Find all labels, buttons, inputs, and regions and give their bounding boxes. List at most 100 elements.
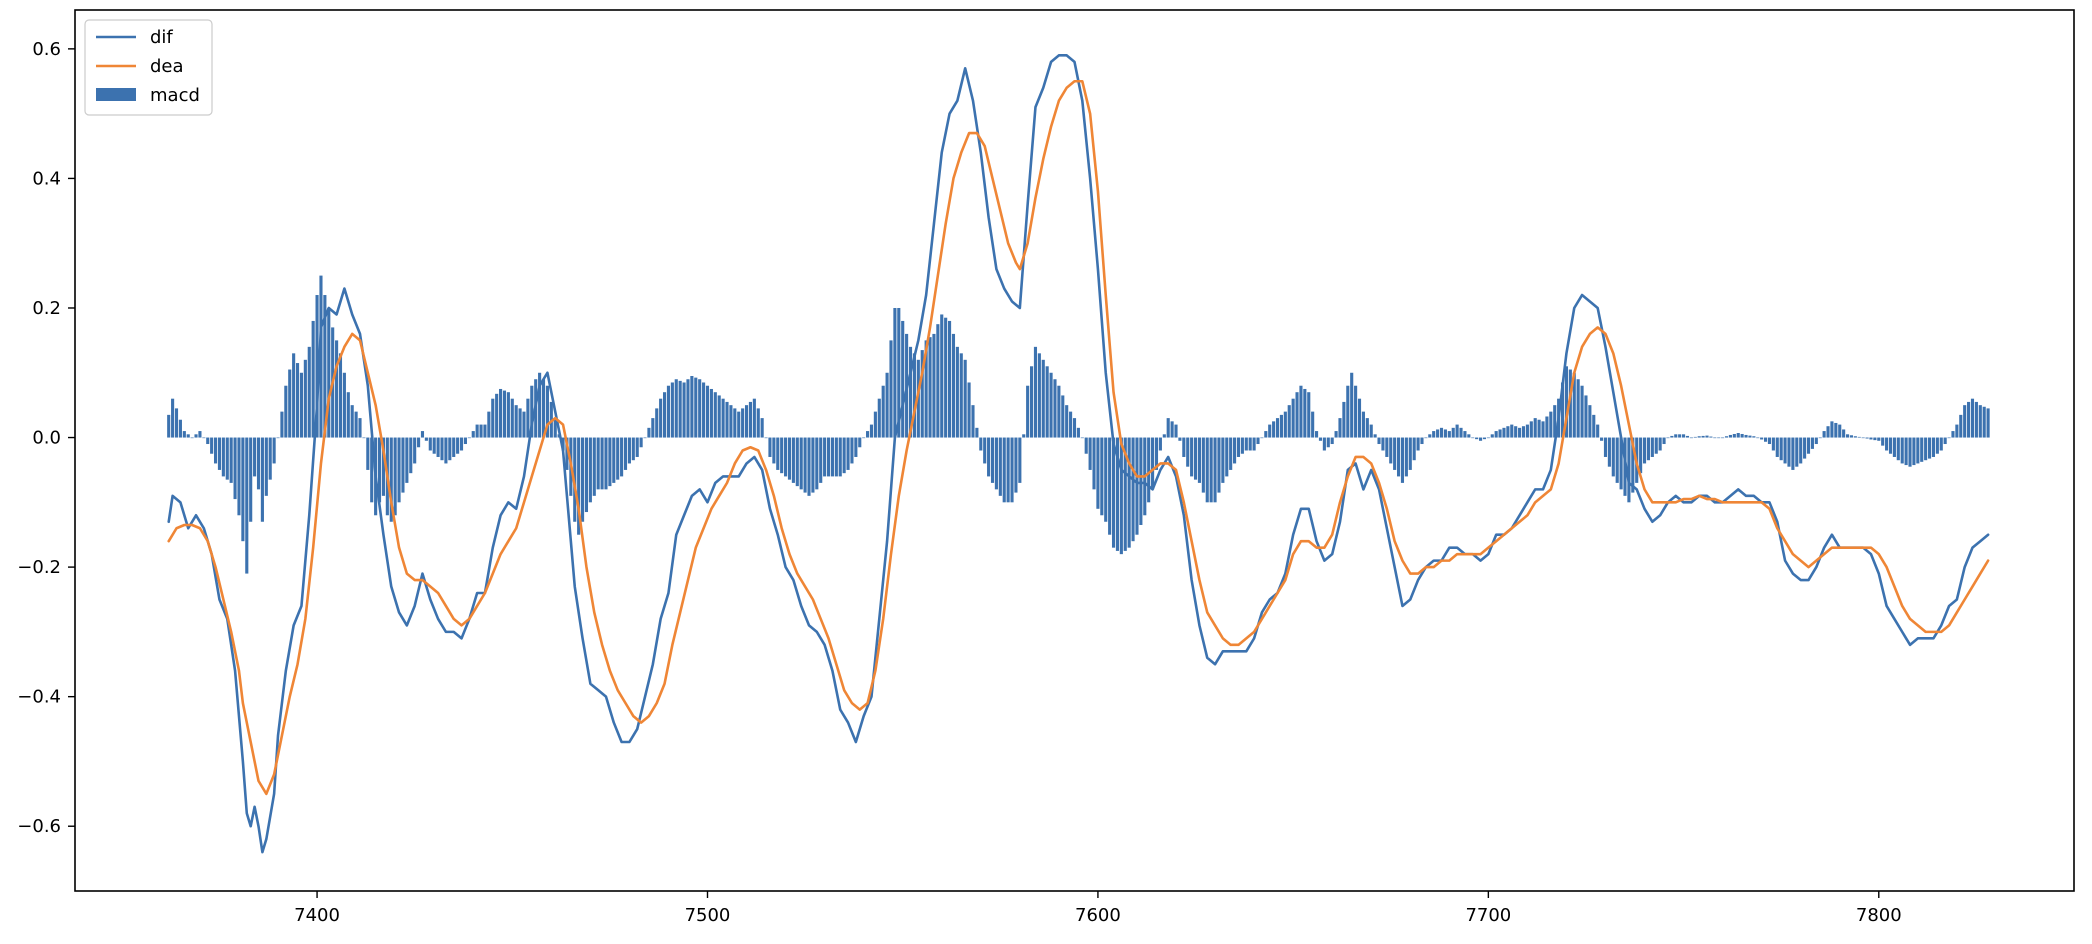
macd-bar [620, 437, 624, 477]
macd-bar [1490, 434, 1494, 438]
macd-bar [791, 437, 795, 483]
macd-bar [838, 437, 842, 477]
macd-bar [1834, 422, 1838, 438]
macd-bar [1838, 424, 1842, 438]
macd-bar [885, 372, 889, 438]
macd-bar [405, 437, 409, 483]
macd-bar [487, 411, 491, 438]
macd-bar [1084, 437, 1088, 454]
macd-bar [655, 408, 659, 438]
macd-bar [491, 398, 495, 438]
macd-bar [1592, 414, 1596, 438]
macd-bar [1326, 437, 1330, 448]
macd-bar [666, 385, 671, 438]
macd-bar [647, 427, 651, 438]
macd-bar [1748, 435, 1752, 438]
macd-bar [1127, 437, 1131, 548]
macd-bar [1787, 437, 1791, 467]
macd-bar [467, 437, 471, 439]
macd-bar [1393, 437, 1397, 470]
macd-bar [1654, 437, 1658, 454]
macd-bar [1619, 437, 1623, 490]
y-tick-label: −0.4 [17, 687, 61, 708]
macd-bar [756, 408, 760, 438]
macd-bar [1736, 433, 1740, 438]
macd-bar [1939, 437, 1943, 451]
macd-bar [979, 437, 983, 451]
x-tick-label: 7600 [1075, 905, 1121, 926]
macd-bar [1857, 436, 1861, 438]
macd-bar [784, 437, 788, 477]
macd-bar [639, 437, 643, 448]
macd-bar [1162, 434, 1166, 438]
macd-bar [897, 307, 901, 438]
macd-bar [436, 437, 440, 457]
macd-bar [1826, 426, 1830, 438]
macd-bar [499, 388, 503, 438]
macd-bar [1158, 437, 1162, 451]
macd-bar [1174, 424, 1178, 438]
macd-bar [221, 437, 225, 477]
macd-bar [1354, 385, 1358, 438]
macd-bar [1697, 436, 1701, 438]
macd-bar [803, 437, 807, 493]
macd-bar [307, 346, 311, 438]
macd-bar [1564, 366, 1568, 438]
macd-bar [1951, 431, 1955, 438]
macd-bar [1244, 437, 1248, 451]
macd-bar [350, 405, 354, 438]
macd-bar [1311, 411, 1315, 438]
macd-bar [1783, 437, 1787, 464]
macd-bar [311, 320, 315, 438]
macd-bar [1814, 437, 1818, 445]
macd-bar [245, 437, 249, 574]
macd-bar [709, 388, 713, 438]
macd-bar [545, 385, 549, 438]
macd-bar [1916, 437, 1920, 464]
macd-bar [370, 437, 374, 503]
macd-bar [233, 437, 237, 500]
macd-bar [721, 398, 725, 438]
macd-bar [1069, 411, 1073, 438]
macd-bar [1721, 437, 1725, 439]
macd-bar [1123, 437, 1127, 551]
macd-bar [178, 419, 182, 438]
macd-bar [1439, 427, 1444, 438]
macd-bar [1408, 437, 1412, 470]
legend-dea-label: dea [150, 56, 184, 77]
macd-bar [1147, 437, 1151, 503]
macd-bar [260, 437, 264, 522]
macd-bar [975, 427, 979, 438]
macd-bar [1248, 437, 1252, 451]
macd-bar [846, 437, 850, 470]
macd-bar [1002, 437, 1006, 503]
macd-bar [928, 337, 932, 438]
macd-bar [1756, 437, 1760, 439]
macd-bar [444, 437, 448, 464]
macd-bar [483, 424, 487, 438]
macd-bar [1065, 405, 1069, 438]
macd-bar [506, 392, 510, 438]
macd-bar [292, 353, 296, 438]
macd-bar [1760, 437, 1764, 440]
macd-bar [1877, 437, 1881, 441]
macd-bar [1927, 437, 1932, 459]
macd-bar [1537, 419, 1541, 438]
macd-bar [795, 437, 799, 487]
macd-bar [171, 398, 175, 438]
macd-bar [342, 372, 346, 438]
macd-bar [264, 437, 268, 496]
macd-bar [1674, 434, 1678, 438]
macd-bar [733, 408, 737, 438]
macd-bar [1400, 437, 1405, 483]
macd-bar [1525, 424, 1529, 438]
macd-bar [1100, 437, 1104, 516]
dif-line [167, 54, 1990, 854]
macd-bar [1521, 426, 1526, 438]
macd-bar [772, 437, 776, 464]
macd-bar [1295, 392, 1299, 438]
macd-bar [1014, 437, 1018, 493]
macd-bar [1529, 421, 1533, 438]
macd-bar [1767, 437, 1772, 445]
